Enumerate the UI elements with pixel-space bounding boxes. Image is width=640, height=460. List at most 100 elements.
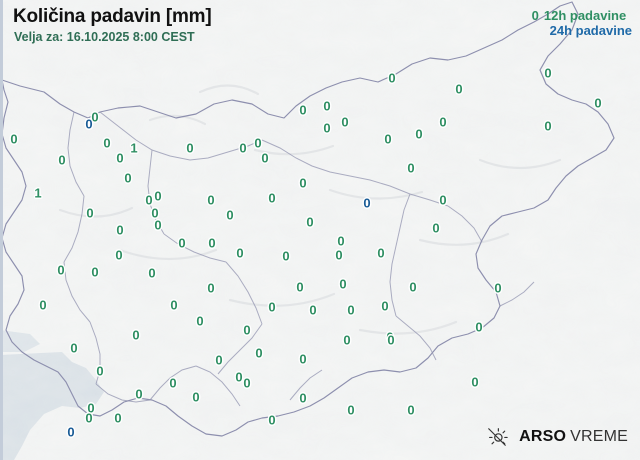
station-value-12h[interactable]: 0 [335,247,343,263]
station-value-12h[interactable]: 0 [323,98,331,114]
station-value-12h[interactable]: 0 [261,150,269,166]
station-value-12h[interactable]: 0 [154,217,162,233]
station-value-12h[interactable]: 0 [494,280,502,296]
station-value-12h[interactable]: 0 [377,245,385,261]
station-value-12h[interactable]: 0 [243,375,251,391]
station-value-12h[interactable]: 0 [343,332,351,348]
station-value-12h[interactable]: 0 [186,140,194,156]
station-value-12h[interactable]: 0 [169,375,177,391]
station-value-12h[interactable]: 0 [196,313,204,329]
station-value-12h[interactable]: 0 [296,279,304,295]
legend-item-24h[interactable]: 24h padavine [532,23,632,39]
sun-weather-icon [488,428,508,446]
station-value-12h[interactable]: 0 [235,369,243,385]
station-value-12h[interactable]: 0 [91,109,99,125]
station-value-12h[interactable]: 0 [339,276,347,292]
station-value-12h[interactable]: 0 [388,70,396,86]
station-value-12h[interactable]: 0 [341,114,349,130]
station-value-12h[interactable]: 0 [455,81,463,97]
station-value-12h[interactable]: 0 [299,351,307,367]
station-value-12h[interactable]: 0 [58,152,66,168]
station-value-12h[interactable]: 0 [544,118,552,134]
station-value-12h[interactable]: 0 [135,386,143,402]
station-value-12h[interactable]: 0 [132,327,140,343]
station-value-12h[interactable]: 0 [268,412,276,428]
station-value-12h[interactable]: 0 [306,214,314,230]
station-value-24h[interactable]: 0 [363,195,371,211]
station-value-12h[interactable]: 0 [309,302,317,318]
station-value-24h[interactable]: 0 [67,424,75,440]
station-value-12h[interactable]: 0 [148,265,156,281]
station-value-12h[interactable]: 0 [207,280,215,296]
map-left-edge [0,0,3,460]
station-value-12h[interactable]: 0 [347,302,355,318]
logo-name-bold: ARSO [519,428,567,445]
station-value-12h[interactable]: 0 [91,264,99,280]
station-value-12h[interactable]: 0 [594,95,602,111]
station-value-12h[interactable]: 0 [386,329,394,345]
station-value-12h[interactable]: 0 [151,205,159,221]
station-value-12h[interactable]: 0 [409,279,417,295]
station-value-12h[interactable]: 0 [192,389,200,405]
station-value-12h[interactable]: 0 [96,363,104,379]
station-value-12h[interactable]: 0 [208,235,216,251]
station-value-12h[interactable]: 0 [116,150,124,166]
station-value-12h[interactable]: 0 [10,131,18,147]
station-value-12h[interactable]: 0 [432,220,440,236]
station-value-12h[interactable]: 0 [124,170,132,186]
station-value-12h[interactable]: 0 [544,65,552,81]
station-value-12h[interactable]: 0 [299,102,307,118]
station-value-12h[interactable]: 0 [39,297,47,313]
station-value-12h[interactable]: 0 [226,207,234,223]
valid-time-label: Velja za: 16.10.2025 8:00 CEST [14,30,195,44]
station-value-24h[interactable]: 0 [85,116,93,132]
station-value-12h[interactable]: 0 [471,374,479,390]
station-value-12h[interactable]: 0 [57,262,65,278]
station-value-12h[interactable]: 0 [268,299,276,315]
legend-label-12h: 12h padavine [543,8,627,23]
station-value-12h[interactable]: 1 [34,185,42,201]
logo-text: ARSO VREME [519,428,628,446]
station-value-12h[interactable]: 0 [299,175,307,191]
station-value-12h[interactable]: 0 [415,126,423,142]
station-value-12h[interactable]: 0 [114,410,122,426]
station-value-12h[interactable]: 0 [347,402,355,418]
station-value-12h[interactable]: 0 [87,400,95,416]
station-value-12h[interactable]: 0 [70,340,78,356]
station-value-12h[interactable]: 1 [130,140,138,156]
station-value-12h[interactable]: 0 [145,192,153,208]
station-value-12h[interactable]: 0 [243,322,251,338]
station-value-12h[interactable]: 0 [407,160,415,176]
station-value-12h[interactable]: 0 [381,298,389,314]
station-value-12h[interactable]: 0 [407,402,415,418]
station-value-12h[interactable]: 0 [384,131,392,147]
station-value-12h[interactable]: 0 [282,248,290,264]
station-value-12h[interactable]: 0 [215,352,223,368]
station-value-12h[interactable]: 0 [475,319,483,335]
station-value-12h[interactable]: 0 [86,205,94,221]
station-value-12h[interactable]: 0 [116,222,124,238]
station-value-12h[interactable]: 0 [255,345,263,361]
station-value-12h[interactable]: 0 [239,140,247,156]
station-value-12h[interactable]: 0 [85,410,93,426]
station-value-12h[interactable]: 0 [154,188,162,204]
legend-sample-value: 0 [531,8,539,23]
station-value-12h[interactable]: 0 [178,235,186,251]
station-value-12h[interactable]: 0 [323,120,331,136]
legend-item-12h[interactable]: 0 12h padavine [531,8,632,24]
station-value-12h[interactable]: 0 [299,390,307,406]
station-value-12h[interactable]: 0 [439,114,447,130]
station-value-12h[interactable]: 0 [103,135,111,151]
station-value-12h[interactable]: 0 [254,135,262,151]
station-value-12h[interactable]: 0 [268,190,276,206]
station-value-12h[interactable]: 0 [170,297,178,313]
station-value-12h[interactable]: 0 [387,332,395,348]
station-value-12h[interactable]: 0 [439,192,447,208]
station-value-12h[interactable]: 0 [337,233,345,249]
station-value-12h[interactable]: 0 [207,192,215,208]
station-value-12h[interactable]: 0 [115,247,123,263]
station-value-12h[interactable]: 0 [236,245,244,261]
